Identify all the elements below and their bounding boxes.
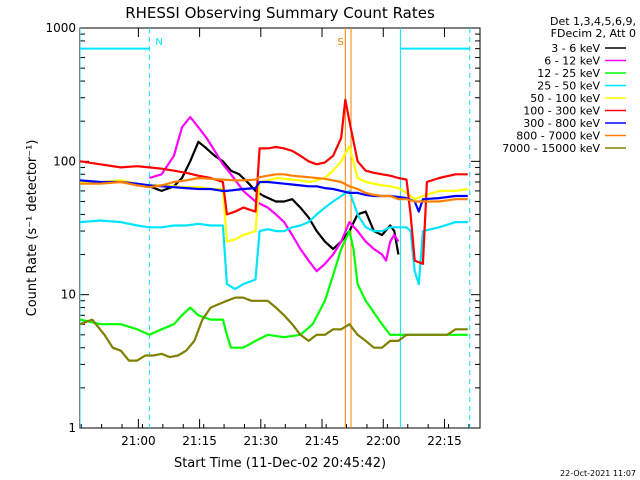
legend-label: 7000 - 15000 keV <box>502 142 600 155</box>
y-tick-label: 10 <box>61 288 76 302</box>
legend-label: 100 - 300 keV <box>523 105 600 118</box>
series-line <box>80 145 468 243</box>
legend-header-line: FDecim 2, Att 0 <box>551 27 636 40</box>
series-line <box>80 173 468 203</box>
chart-title: RHESSI Observing Summary Count Rates <box>125 4 435 22</box>
series-line <box>80 230 468 349</box>
y-tick-label: 1 <box>68 421 76 435</box>
legend-label: 6 - 12 keV <box>544 55 600 68</box>
legend-label: 50 - 100 keV <box>530 92 600 105</box>
series-line <box>80 98 468 265</box>
x-tick-label: 21:00 <box>121 434 156 448</box>
plot-area: 1 10 100 1000 21:00 21:15 21:30 21:45 22:00 22:15… <box>45 21 626 448</box>
legend-label: 800 - 7000 keV <box>516 130 600 143</box>
data-layer <box>80 28 471 428</box>
x-tick-label: 22:15 <box>427 434 462 448</box>
x-tick-label: 21:30 <box>244 434 279 448</box>
legend-label: 25 - 50 keV <box>537 80 600 93</box>
x-axis-label: Start Time (11-Dec-02 20:45:42) <box>174 456 386 471</box>
legend-header: Det 1,3,4,5,6,9,FDecim 2, Att 0 <box>550 15 636 40</box>
series-line <box>80 296 468 362</box>
legend-label: 3 - 6 keV <box>551 42 600 55</box>
legend-label: 12 - 25 keV <box>537 67 600 80</box>
event-marker-label: N <box>155 37 162 48</box>
legend-header-line: Det 1,3,4,5,6,9, <box>550 15 636 28</box>
footer-date: 22-Oct-2021 11:07 <box>560 469 636 478</box>
series-line <box>149 115 400 273</box>
x-tick-label: 22:00 <box>366 434 401 448</box>
y-tick-label: 100 <box>53 154 76 168</box>
y-tick-label: 1000 <box>45 21 76 35</box>
event-marker-label: S <box>337 37 343 48</box>
y-axis-label: Count Rate (s⁻¹ detector⁻¹) <box>25 140 40 317</box>
legend-label: 300 - 800 keV <box>523 117 600 130</box>
series-line <box>80 179 468 213</box>
series-line <box>80 189 468 291</box>
series-line <box>149 140 400 255</box>
x-tick-label: 21:15 <box>182 434 217 448</box>
x-tick-label: 21:45 <box>305 434 340 448</box>
plot-frame <box>79 27 481 429</box>
